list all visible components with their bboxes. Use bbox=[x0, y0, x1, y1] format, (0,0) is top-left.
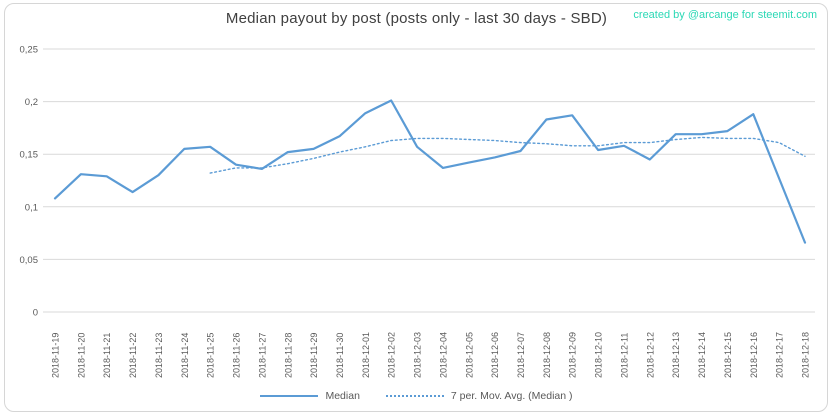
x-tick-label: 2018-11-29 bbox=[309, 333, 319, 378]
y-tick-label: 0,15 bbox=[20, 150, 39, 161]
y-tick-label: 0,25 bbox=[20, 45, 39, 56]
x-tick-label: 2018-12-07 bbox=[516, 332, 526, 378]
x-tick-label: 2018-12-04 bbox=[438, 332, 448, 378]
y-tick-label: 0,05 bbox=[20, 255, 39, 266]
x-tick-label: 2018-12-18 bbox=[801, 332, 811, 378]
y-axis-tick-labels: 0 0,05 0,1 0,15 0,2 0,25 bbox=[20, 45, 39, 319]
y-tick-label: 0,1 bbox=[25, 202, 38, 213]
x-tick-label: 2018-12-16 bbox=[749, 332, 759, 378]
x-tick-label: 2018-12-13 bbox=[671, 332, 681, 378]
chart-frame bbox=[4, 3, 828, 412]
x-tick-label: 2018-12-15 bbox=[723, 332, 733, 378]
chart-title: Median payout by post (posts only - last… bbox=[225, 10, 608, 27]
y-tick-label: 0,2 bbox=[25, 97, 38, 108]
x-tick-label: 2018-11-19 bbox=[51, 333, 61, 378]
mov-avg-line-swatch bbox=[385, 395, 444, 397]
x-tick-label: 2018-12-01 bbox=[361, 332, 371, 378]
median-line-swatch bbox=[260, 395, 319, 397]
x-axis-tick-labels: 2018-11-19 2018-11-20 2018-11-21 2018-11-22… bbox=[51, 332, 811, 378]
x-tick-label: 2018-11-21 bbox=[102, 333, 112, 378]
x-tick-label: 2018-12-03 bbox=[413, 332, 423, 378]
x-tick-label: 2018-12-12 bbox=[645, 332, 655, 378]
x-tick-label: 2018-12-09 bbox=[568, 332, 578, 378]
legend-label-mov-avg: 7 per. Mov. Avg. (Median ) bbox=[450, 390, 573, 402]
x-tick-label: 2018-12-05 bbox=[464, 332, 474, 378]
x-tick-label: 2018-11-22 bbox=[128, 333, 138, 378]
x-tick-label: 2018-11-27 bbox=[257, 333, 267, 378]
x-tick-label: 2018-12-10 bbox=[594, 332, 604, 378]
x-tick-label: 2018-12-17 bbox=[775, 332, 785, 378]
x-tick-label: 2018-11-28 bbox=[283, 333, 293, 378]
mov-avg-series-line bbox=[209, 136, 806, 174]
x-tick-label: 2018-12-14 bbox=[697, 332, 707, 378]
credit-text: created by @arcange for steemit.com bbox=[633, 9, 817, 21]
x-tick-label: 2018-12-02 bbox=[387, 332, 397, 378]
x-tick-label: 2018-11-23 bbox=[154, 333, 164, 378]
median-series-line bbox=[53, 99, 807, 244]
x-tick-label: 2018-11-30 bbox=[335, 333, 345, 378]
x-tick-label: 2018-12-06 bbox=[490, 332, 500, 378]
series-lines bbox=[53, 99, 807, 244]
x-tick-label: 2018-11-24 bbox=[180, 333, 190, 378]
legend-item-mov-avg: 7 per. Mov. Avg. (Median ) bbox=[385, 390, 573, 402]
legend-label-median: Median bbox=[325, 390, 360, 402]
x-tick-label: 2018-12-08 bbox=[542, 332, 552, 378]
x-tick-label: 2018-11-20 bbox=[76, 333, 86, 378]
legend-item-median: Median bbox=[260, 390, 360, 402]
gridlines bbox=[43, 48, 815, 313]
x-tick-label: 2018-11-26 bbox=[232, 333, 242, 378]
x-tick-label: 2018-12-11 bbox=[619, 333, 629, 378]
chart-legend: Median 7 per. Mov. Avg. (Median ) bbox=[0, 390, 833, 402]
x-tick-label: 2018-11-25 bbox=[206, 333, 216, 378]
y-tick-label: 0 bbox=[33, 308, 38, 319]
